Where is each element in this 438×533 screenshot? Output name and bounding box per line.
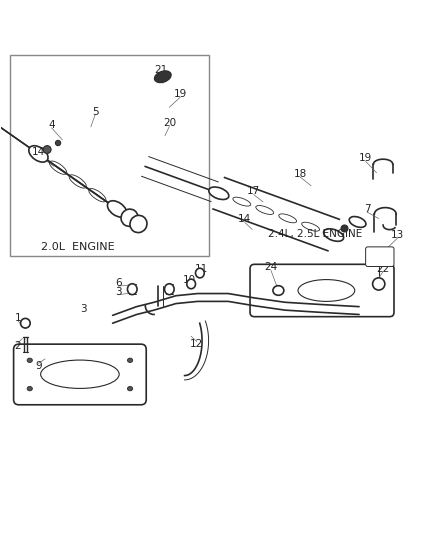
FancyBboxPatch shape <box>365 247 393 266</box>
Ellipse shape <box>372 278 384 290</box>
Text: 4: 4 <box>48 120 55 130</box>
Text: 9: 9 <box>35 361 42 371</box>
Ellipse shape <box>43 146 51 154</box>
Ellipse shape <box>29 146 48 162</box>
Text: 18: 18 <box>293 169 306 179</box>
Text: 3: 3 <box>115 287 121 297</box>
Ellipse shape <box>27 386 32 391</box>
Ellipse shape <box>121 209 138 227</box>
Ellipse shape <box>186 279 195 289</box>
Ellipse shape <box>323 229 343 241</box>
Text: 24: 24 <box>264 262 277 272</box>
Text: 7: 7 <box>363 204 369 214</box>
Text: 19: 19 <box>358 154 371 163</box>
Ellipse shape <box>27 358 32 362</box>
Ellipse shape <box>349 216 365 228</box>
Text: 5: 5 <box>92 107 98 117</box>
Text: 1: 1 <box>14 313 21 323</box>
Ellipse shape <box>340 225 347 232</box>
Text: 2.0L  ENGINE: 2.0L ENGINE <box>41 242 114 252</box>
Text: 22: 22 <box>376 264 389 273</box>
Ellipse shape <box>107 201 126 217</box>
Ellipse shape <box>21 318 30 328</box>
Text: 20: 20 <box>162 118 176 128</box>
Text: 14: 14 <box>238 214 251 224</box>
FancyBboxPatch shape <box>250 264 393 317</box>
Text: 2.4L, 2.5L ENGINE: 2.4L, 2.5L ENGINE <box>268 229 362 239</box>
Text: 21: 21 <box>154 65 167 75</box>
Ellipse shape <box>208 187 228 199</box>
Text: 11: 11 <box>194 264 207 273</box>
Text: 13: 13 <box>390 230 403 240</box>
Ellipse shape <box>272 286 283 295</box>
Text: 3: 3 <box>80 304 87 314</box>
Text: 14: 14 <box>32 147 45 157</box>
Text: 17: 17 <box>246 187 260 197</box>
Ellipse shape <box>55 140 60 146</box>
Ellipse shape <box>130 215 147 232</box>
Ellipse shape <box>164 284 174 295</box>
Ellipse shape <box>127 386 132 391</box>
Text: 6: 6 <box>115 278 121 288</box>
Ellipse shape <box>127 358 132 362</box>
Text: 12: 12 <box>190 339 203 349</box>
FancyBboxPatch shape <box>14 344 146 405</box>
Text: 19: 19 <box>173 89 187 99</box>
Text: 10: 10 <box>183 276 196 286</box>
Ellipse shape <box>154 71 171 83</box>
Ellipse shape <box>127 284 137 295</box>
Ellipse shape <box>195 268 204 278</box>
Text: 2: 2 <box>14 341 21 351</box>
Bar <box>10 55 208 256</box>
